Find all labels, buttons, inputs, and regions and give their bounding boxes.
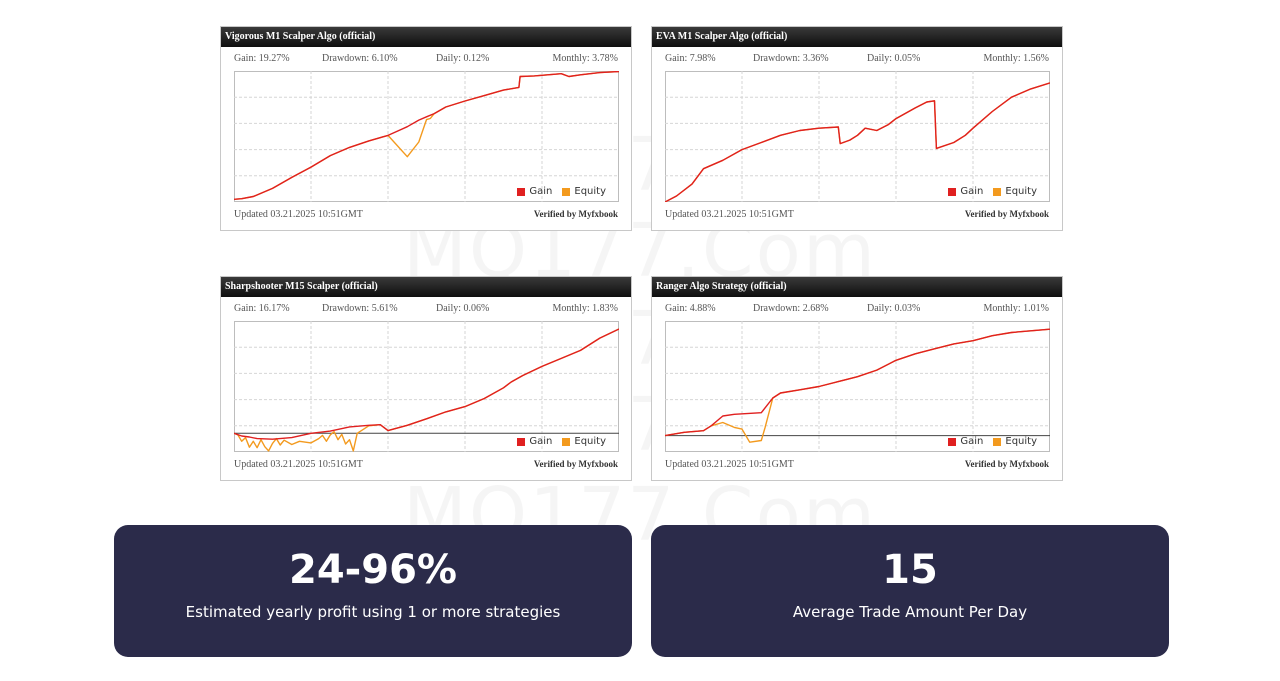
chart-legend: Gain Equity [517,186,606,197]
stat-monthly: Monthly: 1.56% [983,53,1049,64]
stat-gain: Gain: 19.27% [234,53,290,64]
legend-gain-label: Gain [960,436,984,447]
equity-legend-swatch [562,437,571,446]
gain-series-line [234,328,619,440]
legend-equity-label: Equity [574,186,606,197]
widget-title: Ranger Algo Strategy (official) [652,277,1062,297]
updated-timestamp: Updated 03.21.2025 10:51GMT [665,209,794,220]
stat-gain: Gain: 7.98% [665,53,716,64]
myfxbook-widget: EVA M1 Scalper Algo (official) Gain: 7.9… [651,26,1063,231]
widget-title: Vigorous M1 Scalper Algo (official) [221,27,631,47]
equity-chart [234,71,619,202]
widget-stats: Gain: 4.88% Drawdown: 2.68% Daily: 0.03%… [665,303,1049,317]
stat-drawdown: Drawdown: 3.36% [753,53,829,64]
gain-series-line [665,82,1050,202]
card-label: Average Trade Amount Per Day [792,603,1028,621]
stat-monthly: Monthly: 1.83% [552,303,618,314]
card-value: 15 [882,547,938,593]
stat-drawdown: Drawdown: 6.10% [322,53,398,64]
legend-equity-label: Equity [574,436,606,447]
trades-per-day-card: 15 Average Trade Amount Per Day [651,525,1169,657]
equity-chart [234,321,619,452]
chart-legend: Gain Equity [517,436,606,447]
gain-legend-swatch [948,437,957,446]
updated-timestamp: Updated 03.21.2025 10:51GMT [234,209,363,220]
gain-legend-swatch [517,187,526,196]
plot-frame [665,71,1050,202]
verified-link[interactable]: Verified by Myfxbook [964,209,1049,219]
stat-daily: Daily: 0.06% [436,303,490,314]
legend-equity-label: Equity [1005,436,1037,447]
updated-timestamp: Updated 03.21.2025 10:51GMT [234,459,363,470]
equity-chart [665,71,1050,202]
watermark-text-1: MQ177.Com [0,122,1280,208]
myfxbook-widget: Sharpshooter M15 Scalper (official) Gain… [220,276,632,481]
equity-chart [665,321,1050,452]
card-value: 24-96% [288,547,457,593]
verified-link[interactable]: Verified by Myfxbook [533,209,618,219]
equity-legend-swatch [993,437,1002,446]
verified-link[interactable]: Verified by Myfxbook [533,459,618,469]
card-label: Estimated yearly profit using 1 or more … [185,603,561,621]
verified-link[interactable]: Verified by Myfxbook [964,459,1049,469]
plot-frame [665,321,1050,452]
stat-gain: Gain: 4.88% [665,303,716,314]
legend-equity-label: Equity [1005,186,1037,197]
gain-legend-swatch [517,437,526,446]
gain-legend-swatch [948,187,957,196]
equity-legend-swatch [562,187,571,196]
widget-stats: Gain: 19.27% Drawdown: 6.10% Daily: 0.12… [234,53,618,67]
equity-legend-swatch [993,187,1002,196]
watermark-text-4: MQ177.Com [0,382,1280,468]
stat-daily: Daily: 0.03% [867,303,921,314]
gain-series-line [234,71,619,200]
stat-monthly: Monthly: 1.01% [983,303,1049,314]
myfxbook-widget: Vigorous M1 Scalper Algo (official) Gain… [220,26,632,231]
widget-stats: Gain: 16.17% Drawdown: 5.61% Daily: 0.06… [234,303,618,317]
plot-frame [234,321,619,452]
watermark-text-3: MQ177.Com [0,296,1280,382]
stat-daily: Daily: 0.05% [867,53,921,64]
myfxbook-widget: Ranger Algo Strategy (official) Gain: 4.… [651,276,1063,481]
updated-timestamp: Updated 03.21.2025 10:51GMT [665,459,794,470]
stat-drawdown: Drawdown: 5.61% [322,303,398,314]
legend-gain-label: Gain [960,186,984,197]
plot-frame [234,71,619,202]
stat-gain: Gain: 16.17% [234,303,290,314]
legend-gain-label: Gain [529,186,553,197]
widget-title: EVA M1 Scalper Algo (official) [652,27,1062,47]
stat-drawdown: Drawdown: 2.68% [753,303,829,314]
watermark-text-2: MQ177.Com [0,208,1280,294]
stat-monthly: Monthly: 3.78% [552,53,618,64]
legend-gain-label: Gain [529,436,553,447]
gain-series-line [665,328,1050,437]
stat-daily: Daily: 0.12% [436,53,490,64]
chart-legend: Gain Equity [948,436,1037,447]
chart-legend: Gain Equity [948,186,1037,197]
yearly-profit-card: 24-96% Estimated yearly profit using 1 o… [114,525,632,657]
widget-title: Sharpshooter M15 Scalper (official) [221,277,631,297]
widget-stats: Gain: 7.98% Drawdown: 3.36% Daily: 0.05%… [665,53,1049,67]
